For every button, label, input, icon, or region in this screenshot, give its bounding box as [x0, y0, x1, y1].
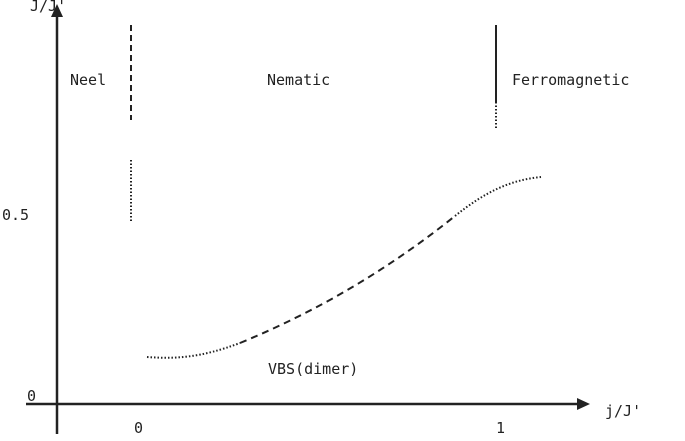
region-label-vbs: VBS(dimer) [268, 360, 358, 378]
x-tick-label-0: 0 [134, 419, 143, 437]
vbs-boundary-dotted-right [454, 176, 542, 217]
x-tick-label-1: 1 [496, 419, 505, 437]
vbs-boundary-dashed-middle [239, 215, 456, 344]
x-axis-label: j/J' [605, 402, 641, 420]
y-axis-arrowhead [51, 4, 63, 17]
x-axis-arrowhead [577, 398, 590, 410]
y-tick-label-0: 0 [27, 387, 36, 405]
region-label-neel: Neel [70, 71, 106, 89]
region-label-nematic: Nematic [267, 71, 330, 89]
vbs-boundary-dotted-left [146, 342, 241, 359]
region-label-ferromagnetic: Ferromagnetic [512, 71, 629, 89]
y-axis-label: J/J' [30, 0, 66, 15]
y-tick-label-0.5: 0.5 [2, 206, 29, 224]
